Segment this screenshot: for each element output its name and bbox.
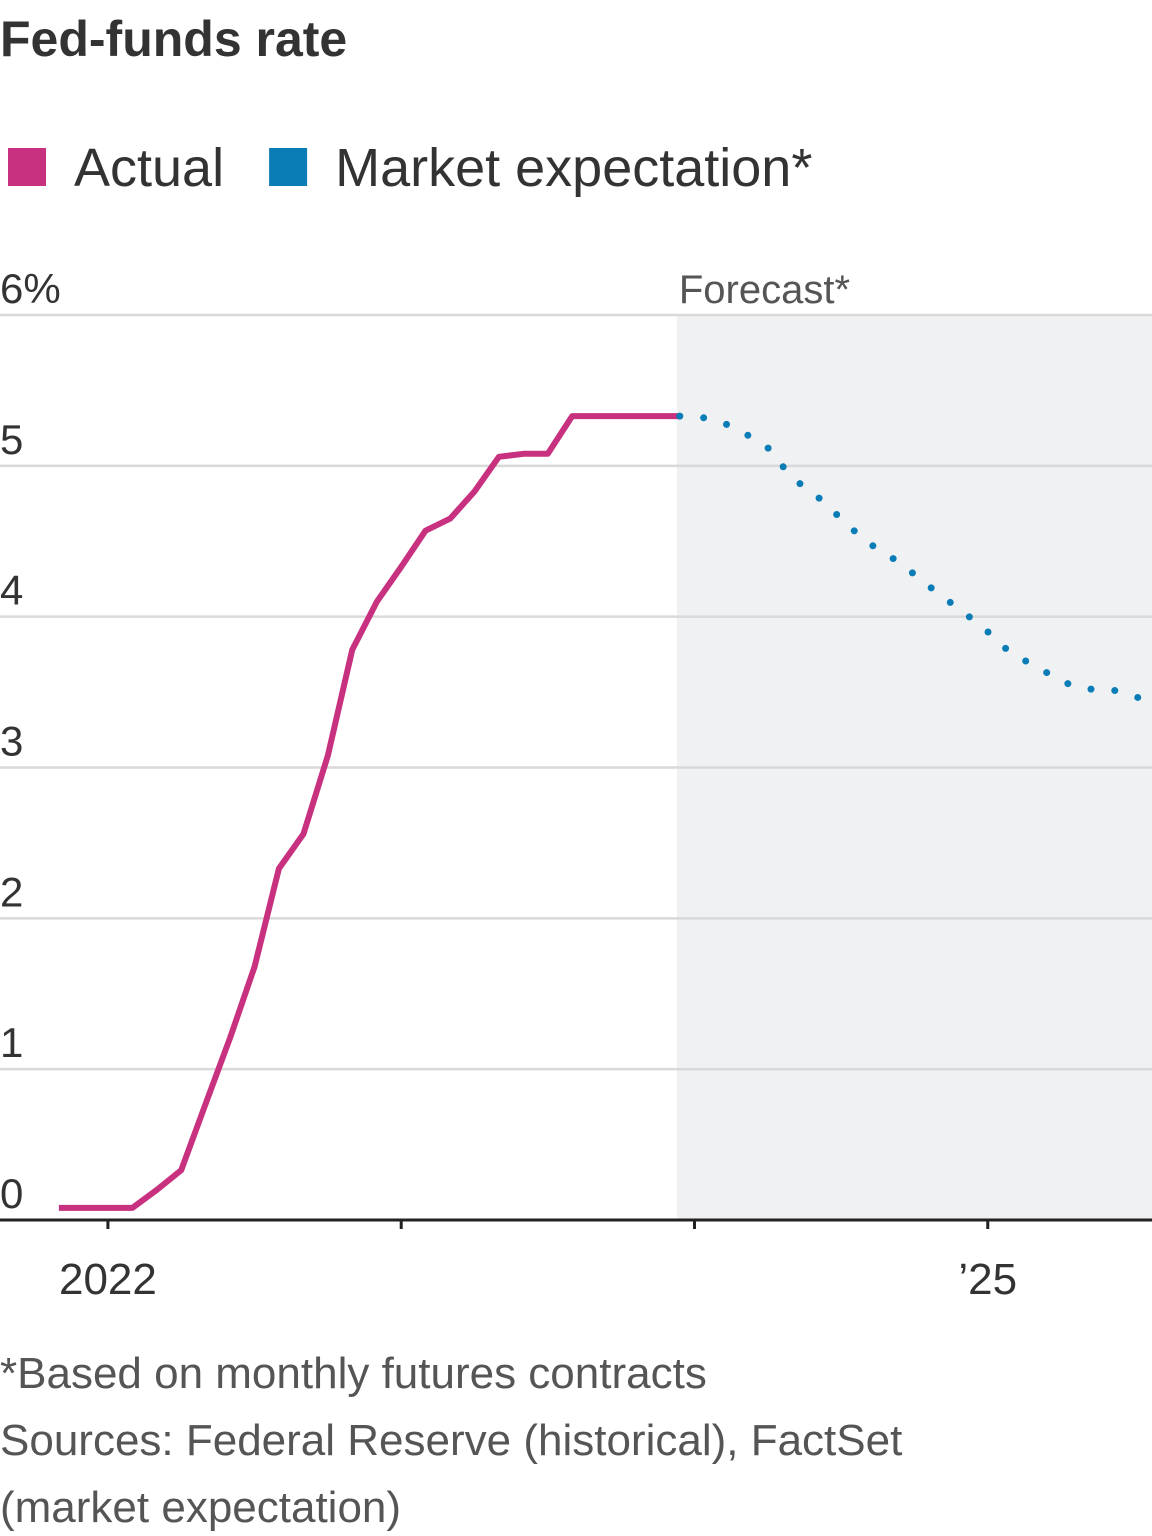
y-tick-label: 3 — [0, 718, 23, 765]
y-tick-label: 4 — [0, 567, 23, 614]
legend-swatch — [8, 148, 46, 186]
y-tick-label: 6% — [0, 265, 61, 312]
footnote: Sources: Federal Reserve (historical), F… — [0, 1416, 902, 1465]
y-tick-label: 2 — [0, 868, 23, 915]
x-tick-label: ’25 — [958, 1255, 1017, 1304]
legend-swatch — [269, 148, 308, 186]
chart-title: Fed-funds rate — [0, 11, 347, 67]
footnote: (market expectation) — [0, 1483, 401, 1532]
y-tick-label: 1 — [0, 1019, 23, 1066]
forecast-label: Forecast* — [679, 268, 850, 312]
legend-label: Actual — [74, 138, 224, 198]
series-line — [58, 413, 680, 1211]
footnote: *Based on monthly futures contracts — [0, 1349, 707, 1398]
series-line — [676, 412, 1152, 705]
x-tick-label: 2022 — [59, 1255, 157, 1304]
legend-label: Market expectation* — [335, 138, 812, 198]
y-tick-label: 0 — [0, 1170, 23, 1217]
y-tick-label: 5 — [0, 416, 23, 463]
